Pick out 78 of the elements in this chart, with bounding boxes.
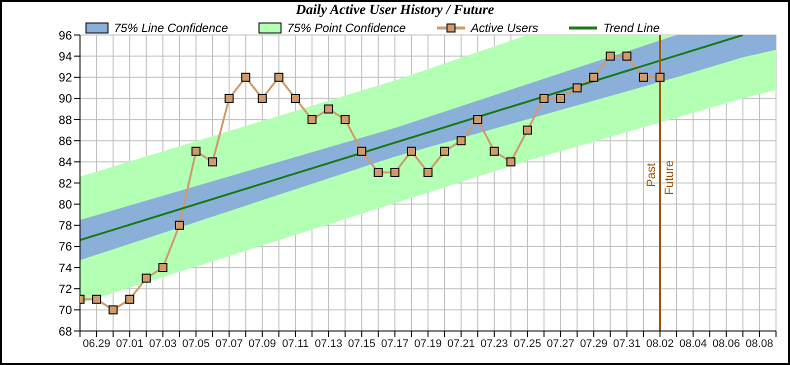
point [424, 168, 432, 177]
point [473, 115, 482, 124]
point [258, 94, 267, 103]
x-tick-label: 07.17 [381, 338, 409, 350]
legend-label: Trend Line [603, 21, 660, 35]
legend-label: 75% Line Confidence [114, 21, 228, 35]
y-tick-label: 74 [58, 260, 72, 275]
legend-label: Active Users [470, 21, 538, 35]
y-tick-label: 96 [58, 28, 72, 42]
point [290, 94, 300, 103]
chart-title: Daily Active User History / Future [294, 3, 496, 19]
point [406, 146, 416, 156]
point [556, 94, 566, 103]
point [208, 157, 218, 166]
y-tick-label: 84 [58, 155, 72, 170]
point [192, 146, 200, 156]
y-tick-label: 92 [58, 70, 72, 85]
x-tick-label: 07.31 [613, 338, 641, 350]
point [456, 136, 466, 146]
y-tick-label: 78 [58, 218, 72, 233]
y-tick-label: 94 [58, 49, 72, 64]
y-tick-label: 68 [58, 324, 72, 338]
point [506, 157, 516, 166]
point [174, 220, 184, 230]
y-tick-label: 88 [58, 112, 72, 127]
y-tick-label: 70 [58, 303, 72, 318]
point [374, 168, 383, 177]
x-tick-label: 07.03 [149, 338, 177, 350]
point [606, 52, 615, 61]
y-tick-label: 90 [58, 92, 72, 106]
x-tick-label: 07.19 [414, 338, 442, 350]
x-tick-label: 08.02 [646, 338, 674, 350]
point [142, 274, 151, 283]
point [308, 115, 316, 124]
point [572, 83, 582, 92]
legend-label: 75% Point Confidence [287, 21, 406, 35]
point [589, 72, 598, 82]
point [108, 305, 118, 314]
x-tick-label: 07.05 [182, 338, 210, 350]
x-tick-label: 08.04 [679, 338, 707, 350]
point [357, 146, 366, 156]
point [656, 72, 664, 82]
x-tick-label: 07.29 [580, 338, 608, 350]
point [522, 126, 532, 135]
y-tick-label: 82 [58, 176, 72, 190]
point [158, 263, 168, 272]
ref-line-label: Past [644, 162, 658, 188]
point [622, 52, 632, 61]
point [390, 168, 400, 177]
x-tick-label: 07.23 [480, 338, 508, 350]
point [440, 146, 450, 156]
y-tick-label: 80 [58, 197, 72, 212]
point [340, 115, 350, 124]
x-tick-label: 07.15 [348, 338, 376, 350]
x-tick-label: 07.25 [514, 338, 542, 350]
x-tick-label: 07.01 [116, 338, 144, 350]
point [241, 72, 250, 82]
point [224, 94, 234, 103]
x-tick-label: 07.27 [546, 338, 574, 350]
x-tick-label: 07.09 [248, 338, 276, 350]
x-tick-label: 06.29 [82, 338, 110, 350]
point [490, 146, 499, 156]
point [324, 104, 334, 114]
x-tick-label: 07.11 [282, 338, 309, 350]
point [540, 94, 548, 103]
point [274, 72, 284, 82]
x-tick-label: 07.13 [314, 338, 342, 350]
point [125, 294, 134, 304]
point [92, 294, 102, 304]
annotation: Future [662, 160, 676, 196]
y-tick-label: 86 [58, 134, 72, 148]
x-tick-label: 08.06 [712, 338, 740, 350]
x-tick-label: 07.07 [215, 338, 243, 350]
y-tick-label: 76 [58, 240, 72, 254]
x-tick-label: 08.08 [746, 338, 774, 350]
y-tick-label: 72 [58, 282, 72, 296]
x-tick-label: 07.21 [447, 338, 475, 350]
point [638, 72, 648, 82]
